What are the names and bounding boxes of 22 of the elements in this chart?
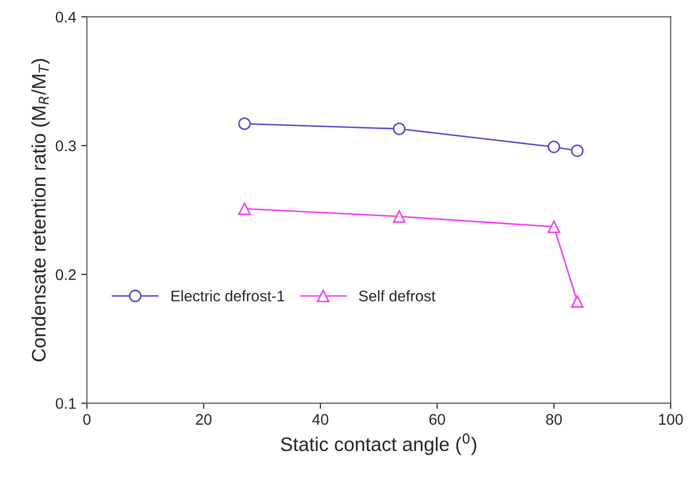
x-tick-label: 100 bbox=[659, 414, 683, 425]
point bbox=[571, 144, 584, 157]
point bbox=[548, 140, 560, 154]
legend-label: Electric defrost-1 bbox=[172, 290, 284, 302]
y-tick-label: 0.1 bbox=[56, 398, 76, 409]
y-tick-label: 0.3 bbox=[56, 140, 76, 152]
point bbox=[571, 295, 584, 308]
y-axis-title: Condensate retention ratio (M$_{R}$/M$_{T}$) bbox=[31, 59, 50, 362]
y-tick-label: 0.2 bbox=[56, 269, 76, 280]
point bbox=[548, 220, 560, 233]
point bbox=[238, 117, 251, 130]
x-tick-label: 80 bbox=[546, 414, 562, 425]
point bbox=[238, 202, 251, 215]
legend-label: Self defrost bbox=[359, 290, 436, 302]
x-axis-title: Static contact angle ($^{0}$) bbox=[280, 433, 476, 455]
x-tick-label: 0 bbox=[83, 414, 91, 425]
point bbox=[392, 210, 406, 223]
point bbox=[392, 122, 406, 136]
y-tick-label: 0.4 bbox=[56, 12, 76, 22]
x-tick-label: 20 bbox=[196, 414, 212, 425]
x-tick-label: 40 bbox=[312, 414, 328, 425]
x-tick-label: 60 bbox=[429, 414, 446, 425]
